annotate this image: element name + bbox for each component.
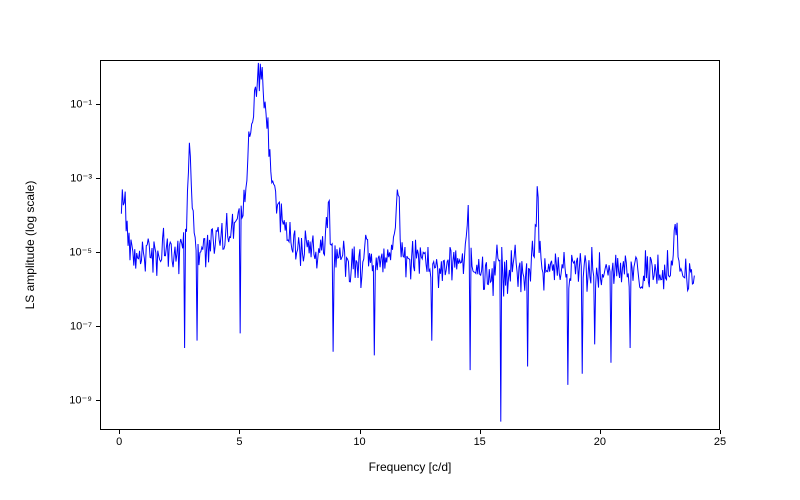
x-tick-label: 0 xyxy=(116,436,122,448)
y-tick xyxy=(96,252,100,253)
x-tick xyxy=(119,430,120,434)
x-tick xyxy=(600,430,601,434)
x-tick xyxy=(360,430,361,434)
y-tick-label: 10⁻⁵ xyxy=(69,246,92,259)
y-tick-label: 10⁻⁷ xyxy=(70,320,92,333)
y-tick xyxy=(96,400,100,401)
x-axis-label: Frequency [c/d] xyxy=(369,460,452,474)
y-tick-label: 10⁻⁹ xyxy=(69,394,92,407)
y-tick xyxy=(96,326,100,327)
y-tick-label: 10⁻³ xyxy=(70,172,92,185)
periodogram-line xyxy=(101,61,719,429)
x-tick xyxy=(239,430,240,434)
y-tick xyxy=(96,104,100,105)
x-tick-label: 15 xyxy=(474,436,486,448)
y-tick xyxy=(96,178,100,179)
x-tick-label: 10 xyxy=(353,436,365,448)
x-tick-label: 20 xyxy=(594,436,606,448)
x-tick-label: 25 xyxy=(714,436,726,448)
x-tick xyxy=(480,430,481,434)
y-tick-label: 10⁻¹ xyxy=(70,98,92,111)
plot-area xyxy=(100,60,720,430)
spectrum-path xyxy=(121,63,694,422)
periodogram-figure: LS amplitude (log scale) Frequency [c/d]… xyxy=(0,0,800,500)
y-axis-label: LS amplitude (log scale) xyxy=(23,165,37,325)
x-tick xyxy=(720,430,721,434)
x-tick-label: 5 xyxy=(236,436,242,448)
